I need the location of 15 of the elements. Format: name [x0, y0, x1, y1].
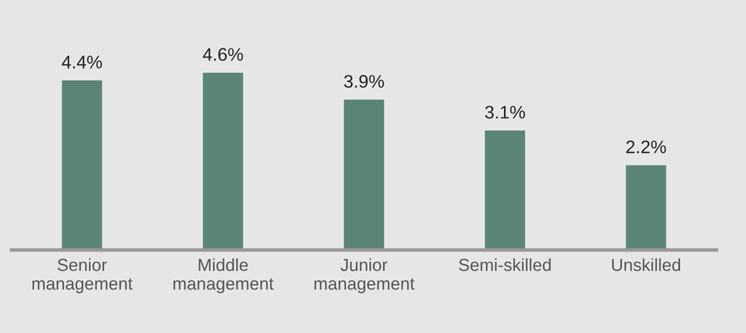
bar	[626, 165, 666, 250]
x-tick-label: Middle management	[173, 258, 274, 294]
bar	[484, 130, 526, 250]
bar	[202, 72, 244, 250]
x-tick-label: Semi-skilled	[459, 258, 551, 272]
data-label: 3.9%	[344, 74, 384, 88]
x-tick-label: Senior management	[32, 258, 133, 294]
data-label: 4.4%	[62, 56, 102, 68]
x-tick-label: Junior management	[314, 258, 415, 294]
bar	[344, 100, 384, 250]
bar	[62, 80, 102, 250]
x-tick-label: Unskilled	[612, 258, 680, 272]
data-label: 2.2%	[626, 140, 666, 154]
data-label: 4.6%	[202, 48, 243, 61]
data-label: 3.1%	[485, 106, 525, 119]
